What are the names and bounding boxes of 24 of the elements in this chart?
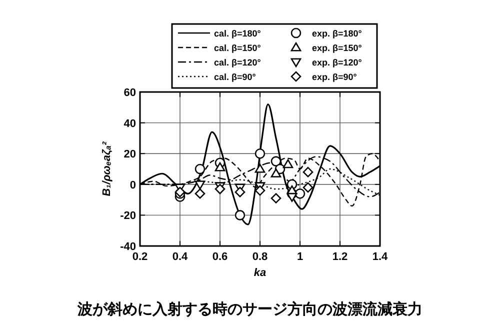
legend-label: exp. β=150° <box>312 43 362 53</box>
x-tick-label: 0.4 <box>172 251 189 263</box>
y-tick-label: 20 <box>124 148 136 161</box>
legend-label: exp. β=90° <box>312 72 358 82</box>
y-tick-label: 40 <box>124 118 136 130</box>
legend-label: cal. β=180° <box>214 28 262 38</box>
text: 波が斜めに入射する時のサージ方向の波漂流減衰力 <box>76 300 422 318</box>
x-tick-label: 0.8 <box>252 251 268 263</box>
legend-label: exp. β=120° <box>312 58 362 68</box>
legend-label: cal. β=150° <box>214 43 262 53</box>
x-tick-label: 1 <box>296 251 304 263</box>
x-axis-title: ka <box>254 267 266 279</box>
y-axis-title: B₁/ρωₑaζₐ² <box>101 141 113 196</box>
y-tick-label: 60 <box>124 87 136 99</box>
x-tick-label: 0.6 <box>212 251 228 263</box>
y-tick-label: -40 <box>120 241 136 253</box>
x-tick-label: 1.4 <box>372 251 389 263</box>
x-tick-label: 1.2 <box>332 251 348 263</box>
legend-label: cal. β=90° <box>214 72 256 82</box>
legend-label: cal. β=120° <box>214 58 262 68</box>
y-tick-label: -20 <box>120 210 136 222</box>
y-tick-label: 0 <box>130 179 136 192</box>
x-tick-label: 0.2 <box>132 251 148 263</box>
legend-label: exp. β=180° <box>312 28 362 38</box>
